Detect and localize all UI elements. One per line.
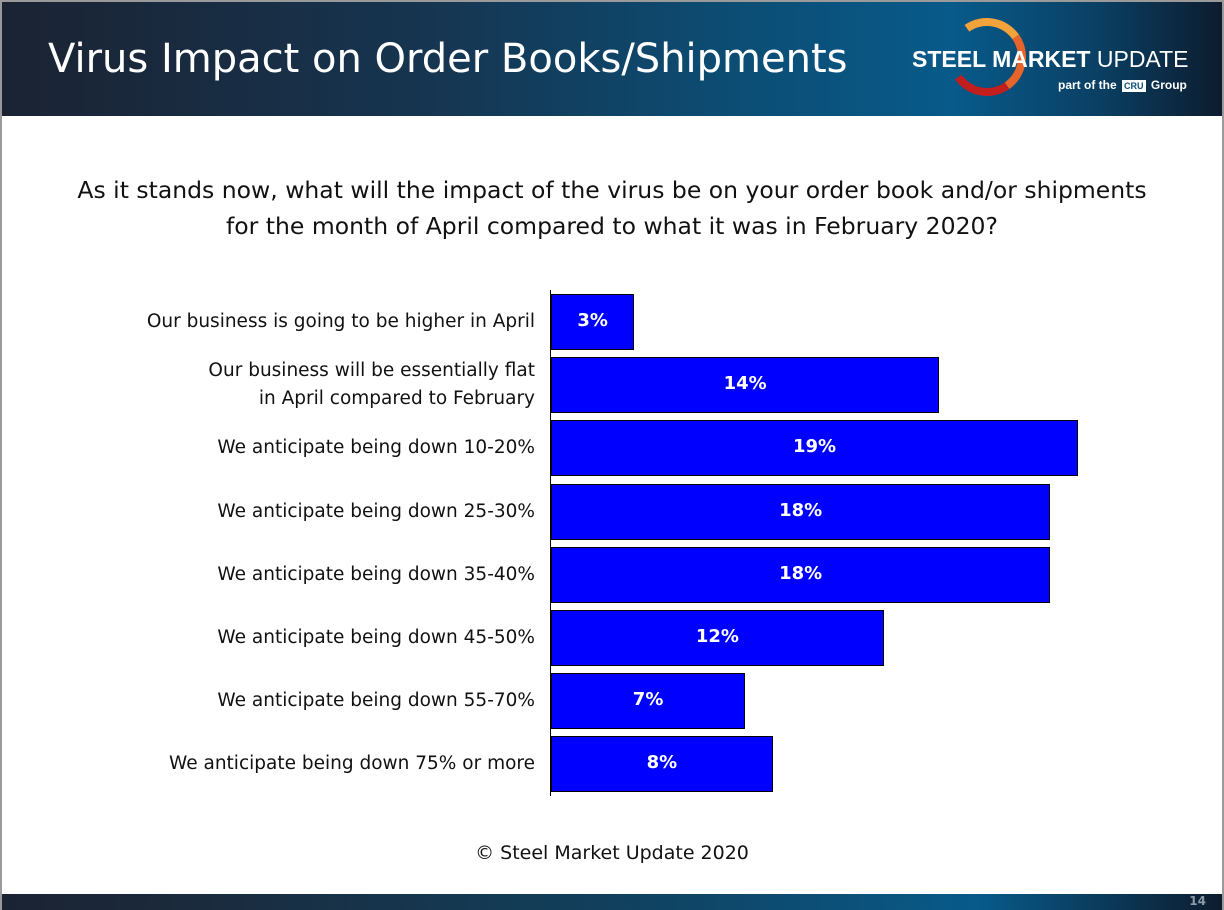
bar — [551, 483, 1051, 540]
footer-banner: 14 — [2, 894, 1222, 910]
data-label: 18% — [779, 562, 823, 584]
data-label: 7% — [632, 689, 664, 711]
category-axis-line — [550, 290, 551, 796]
data-label: 18% — [779, 499, 823, 521]
bar — [551, 420, 1078, 477]
logo-wordmark: STEEL MARKET UPDATE — [912, 46, 1188, 73]
category-label: We anticipate being down 55-70% — [217, 690, 535, 712]
category-label: We anticipate being down 35-40% — [217, 563, 535, 585]
logo-subtitle: part of the CRU Group — [1058, 78, 1187, 92]
category-label: Our business is going to be higher in Ap… — [146, 311, 535, 332]
bar — [551, 610, 884, 666]
copyright-footer: © Steel Market Update 2020 — [475, 842, 749, 864]
data-label: 14% — [723, 373, 767, 395]
title-banner: Virus Impact on Order Books/Shipments ST… — [2, 2, 1222, 116]
bar — [551, 736, 773, 793]
bar — [551, 294, 635, 350]
category-label: We anticipate being down 10-20% — [217, 437, 535, 459]
data-label: 12% — [695, 626, 739, 647]
bar — [551, 673, 746, 730]
category-label: Our business will be essentially flat in… — [208, 360, 535, 410]
cru-badge: CRU — [1122, 79, 1146, 92]
data-label: 19% — [792, 436, 837, 458]
data-label: 3% — [577, 310, 608, 331]
data-label: 8% — [646, 752, 678, 774]
category-label: We anticipate being down 45-50% — [217, 627, 535, 648]
logo-sub-prefix: part of the — [1058, 78, 1117, 92]
logo-light: UPDATE — [1096, 46, 1189, 72]
logo-sub-suffix: Group — [1150, 78, 1187, 92]
slide-title: Virus Impact on Order Books/Shipments — [48, 36, 848, 82]
bar — [551, 357, 940, 414]
page-number: 14 — [1189, 894, 1206, 908]
category-label: We anticipate being down 25-30% — [217, 500, 535, 522]
bar — [551, 546, 1051, 603]
survey-question: As it stands now, what will the impact o… — [77, 176, 1147, 240]
steel-market-update-logo: STEEL MARKET UPDATE part of the CRU Grou… — [910, 11, 1200, 106]
category-label: We anticipate being down 75% or more — [169, 753, 535, 775]
logo-bold: STEEL MARKET — [912, 46, 1091, 72]
